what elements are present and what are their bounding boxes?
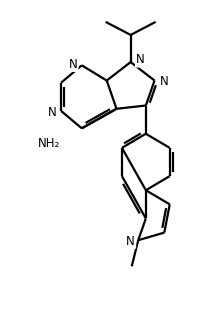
Text: N: N — [69, 58, 77, 71]
Text: N: N — [160, 75, 169, 88]
Text: N: N — [126, 235, 135, 248]
Text: NH₂: NH₂ — [38, 137, 60, 150]
Text: N: N — [136, 53, 145, 66]
Text: N: N — [48, 106, 57, 119]
